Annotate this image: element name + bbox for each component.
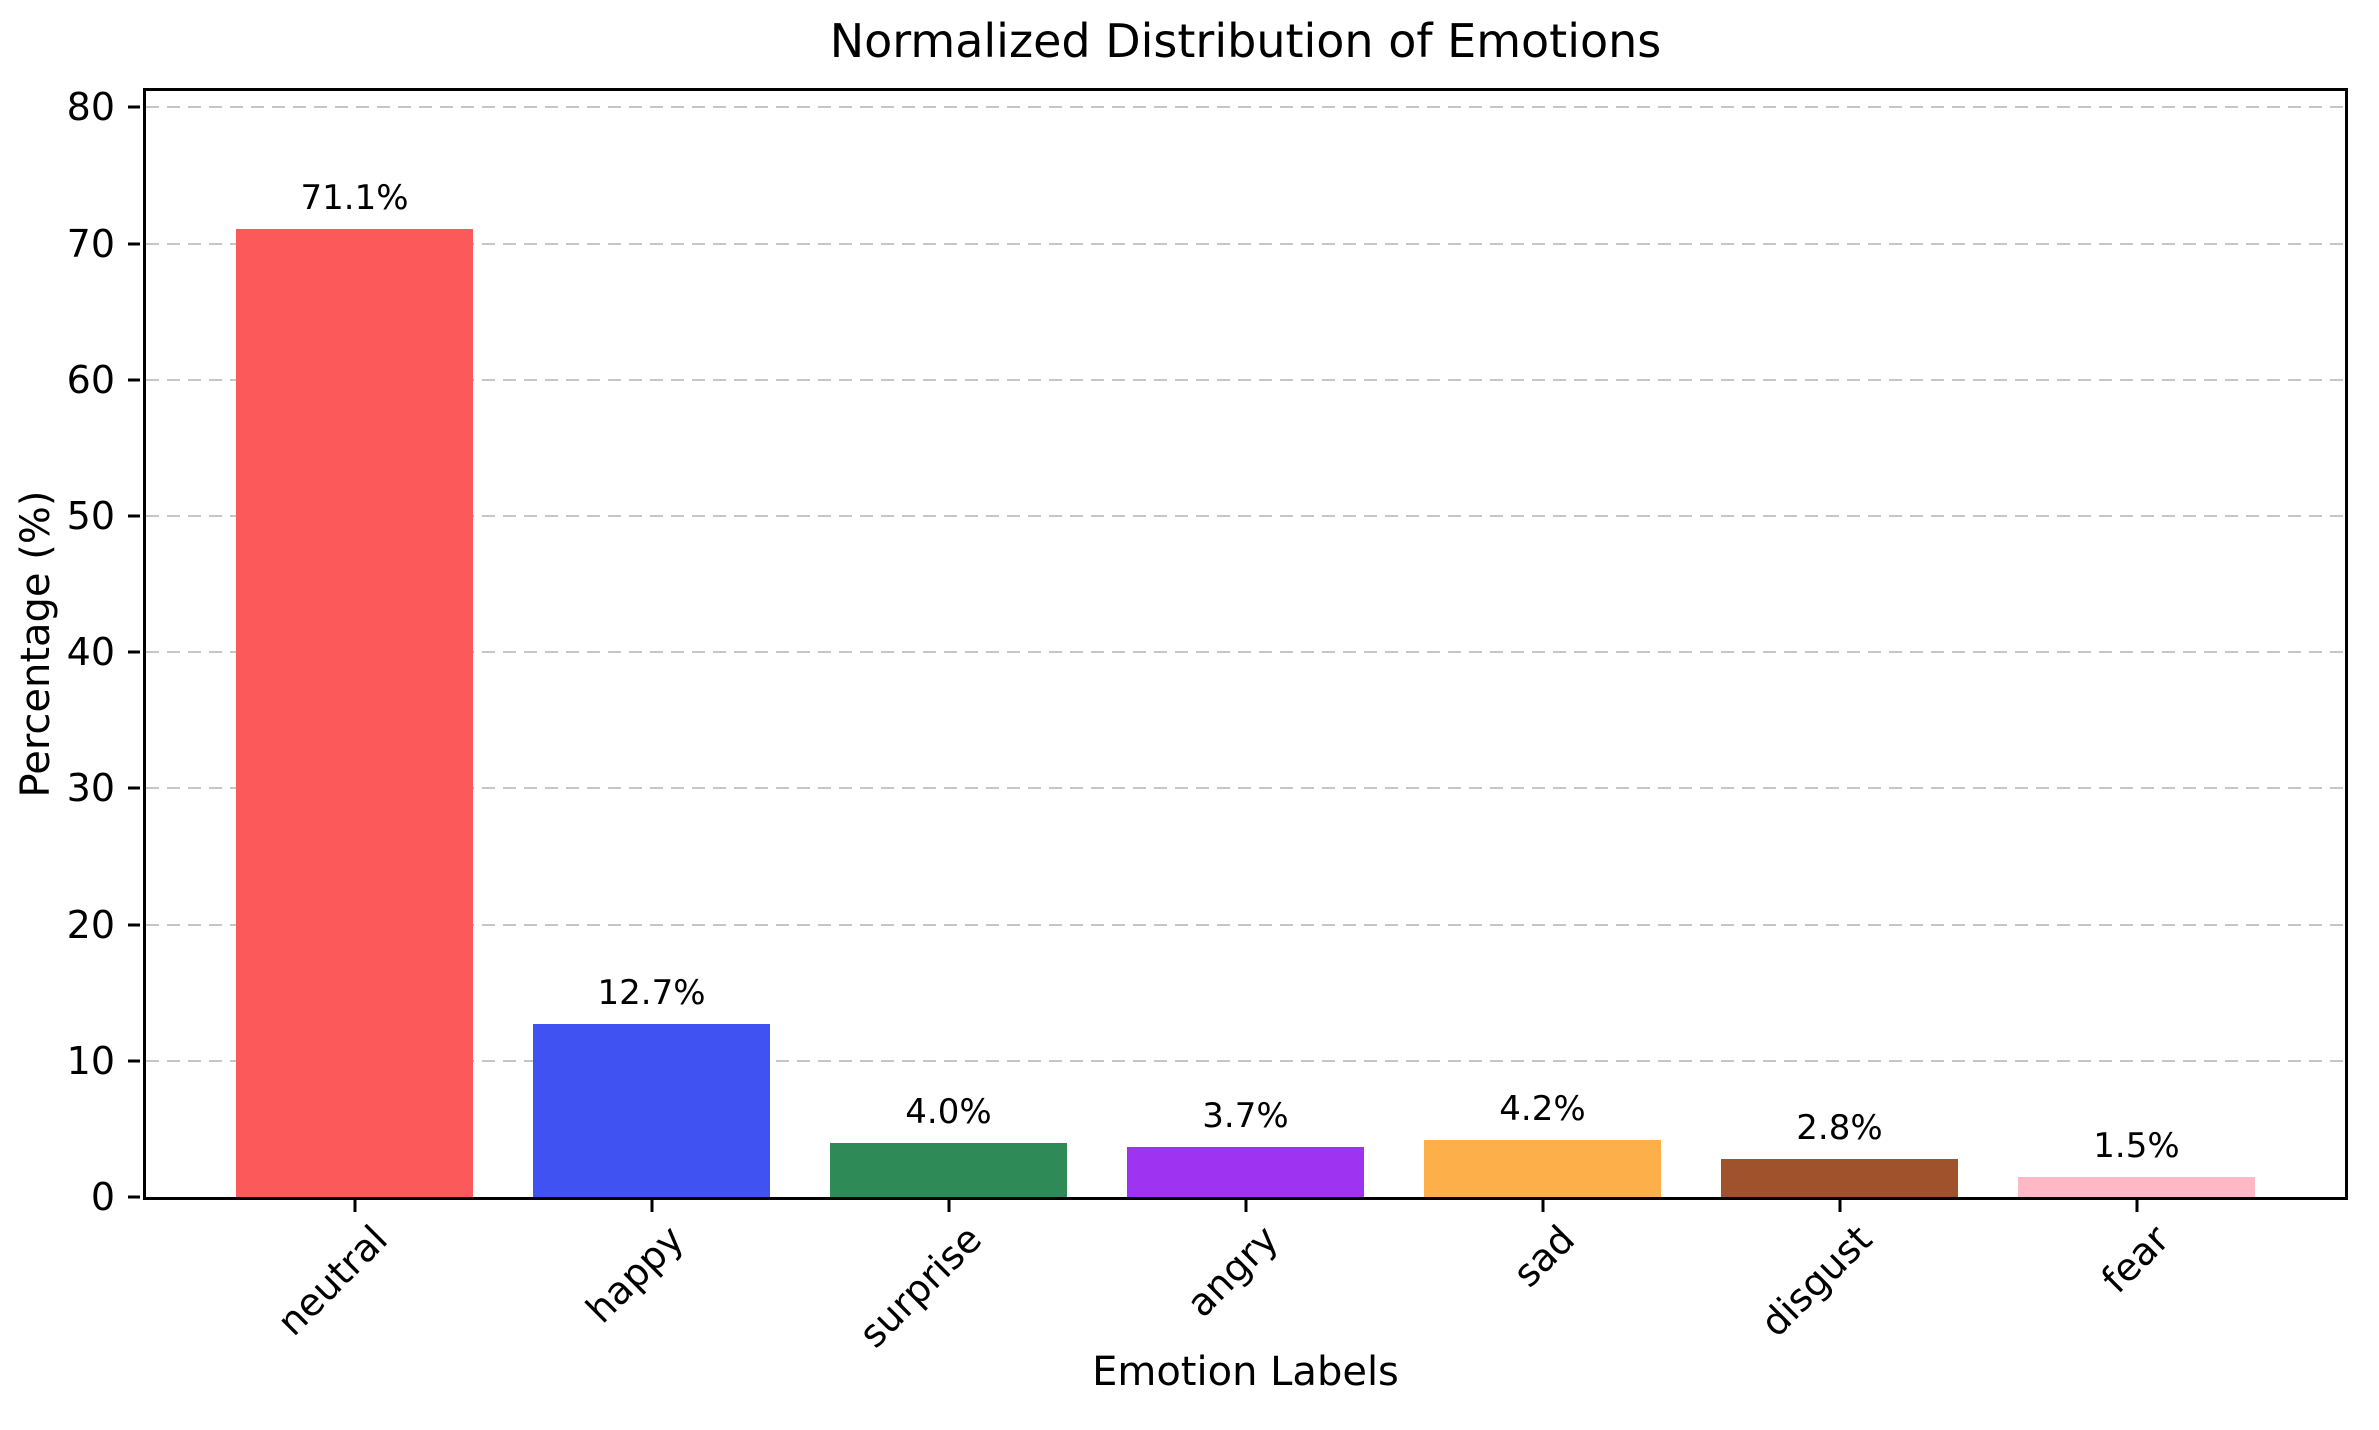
bar-happy xyxy=(532,1024,771,1197)
x-tick-mark-sad xyxy=(1541,1200,1544,1212)
gridline-10 xyxy=(146,1059,2345,1062)
y-tick-mark-20 xyxy=(128,923,140,927)
x-tick-mark-happy xyxy=(650,1200,653,1212)
y-tick-mark-60 xyxy=(128,378,140,382)
x-tick-mark-angry xyxy=(1244,1200,1247,1212)
y-tick-mark-50 xyxy=(128,514,140,518)
x-axis-label: Emotion Labels xyxy=(1092,1349,1399,1395)
bar-value-label-happy: 12.7% xyxy=(597,973,706,1014)
gridlines xyxy=(146,91,2345,1197)
x-tick-label-neutral: neutral xyxy=(268,1216,396,1345)
y-tick-label-80: 80 xyxy=(66,85,115,130)
bar-value-label-surprise: 4.0% xyxy=(905,1091,992,1132)
gridline-40 xyxy=(146,651,2345,654)
bar-value-label-fear: 1.5% xyxy=(2093,1125,2180,1166)
plot-area: 71.1% neutral 12.7% happy 4.0% surprise 3.7% an… xyxy=(143,88,2348,1356)
y-tick-label-50: 50 xyxy=(66,493,115,538)
bar-slot-disgust: 2.8% disgust xyxy=(1691,91,1988,1345)
y-tick-mark-40 xyxy=(128,650,140,654)
bar-value-label-angry: 3.7% xyxy=(1202,1095,1289,1136)
gridline-20 xyxy=(146,923,2345,926)
gridline-60 xyxy=(146,378,2345,381)
gridline-70 xyxy=(146,242,2345,245)
bar-value-label-neutral: 71.1% xyxy=(300,177,409,218)
bar-angry xyxy=(1126,1146,1365,1197)
bar-sad xyxy=(1423,1139,1662,1197)
gridline-80 xyxy=(146,106,2345,109)
x-tick-mark-fear xyxy=(2135,1200,2138,1212)
x-tick-label-sad: sad xyxy=(1504,1216,1584,1296)
y-axis-label: Percentage (%) xyxy=(13,490,59,798)
gridline-30 xyxy=(146,787,2345,790)
y-tick-label-0: 0 xyxy=(90,1175,115,1219)
bars-container: 71.1% neutral 12.7% happy 4.0% surprise 3.7% an… xyxy=(146,91,2345,1356)
bar-slot-angry: 3.7% angry xyxy=(1097,91,1394,1325)
bar-value-label-sad: 4.2% xyxy=(1499,1088,1586,1129)
bar-slot-fear: 1.5% fear xyxy=(1988,91,2285,1301)
y-tick-label-20: 20 xyxy=(66,902,115,947)
bar-fear xyxy=(2017,1176,2256,1197)
bar-disgust xyxy=(1720,1158,1959,1197)
y-tick-mark-30 xyxy=(128,786,140,790)
gridline-50 xyxy=(146,514,2345,517)
y-axis-tick-marks xyxy=(128,91,140,1199)
bar-slot-sad: 4.2% sad xyxy=(1394,91,1691,1296)
x-tick-mark-neutral xyxy=(353,1200,356,1212)
bar-neutral xyxy=(235,228,474,1197)
bar-slot-happy: 12.7% happy xyxy=(503,91,800,1332)
x-tick-label-happy: happy xyxy=(577,1216,693,1332)
y-axis-tick-labels: 0 10 20 30 40 50 60 70 80 xyxy=(0,85,117,1216)
y-tick-label-30: 30 xyxy=(66,766,115,811)
x-tick-mark-disgust xyxy=(1838,1200,1841,1212)
y-tick-mark-70 xyxy=(128,242,140,246)
bar-surprise xyxy=(829,1142,1068,1197)
y-tick-label-40: 40 xyxy=(66,630,115,675)
x-tick-label-angry: angry xyxy=(1177,1216,1287,1326)
y-tick-label-70: 70 xyxy=(66,221,115,266)
y-tick-mark-0 xyxy=(128,1195,140,1199)
y-tick-label-10: 10 xyxy=(66,1038,115,1083)
chart-title: Normalized Distribution of Emotions xyxy=(829,14,1662,68)
y-tick-label-60: 60 xyxy=(66,357,115,402)
bar-slot-neutral: 71.1% neutral xyxy=(206,91,503,1344)
x-tick-label-disgust: disgust xyxy=(1752,1216,1881,1346)
x-tick-mark-surprise xyxy=(947,1200,950,1212)
bar-slot-surprise: 4.0% surprise xyxy=(800,91,1097,1356)
y-tick-mark-80 xyxy=(128,105,140,109)
x-tick-label-surprise: surprise xyxy=(850,1216,990,1357)
y-tick-mark-10 xyxy=(128,1059,140,1063)
x-tick-label-fear: fear xyxy=(2092,1216,2178,1302)
bar-value-label-disgust: 2.8% xyxy=(1796,1107,1883,1148)
